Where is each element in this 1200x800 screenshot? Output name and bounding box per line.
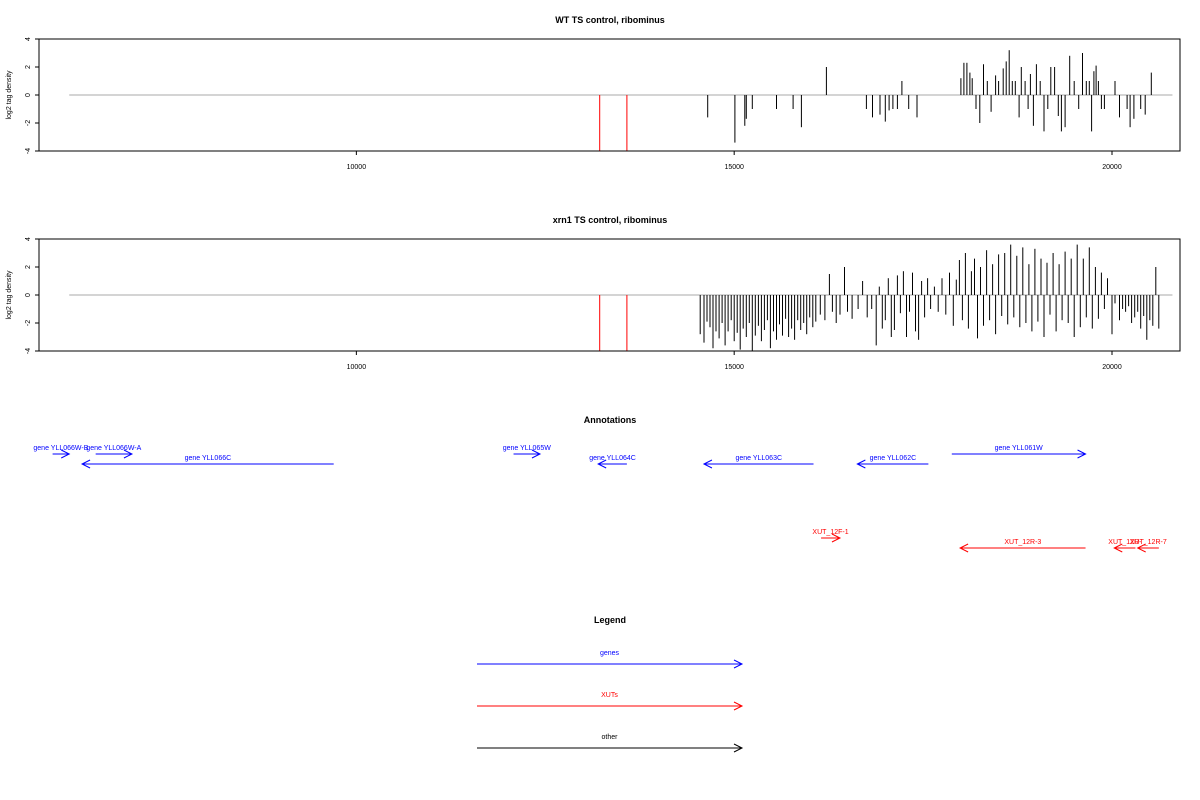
annotation-arrow-head-1	[123, 449, 134, 459]
wt-x-tick-label-2: 20000	[1102, 164, 1122, 171]
annotation-0: gene YLL066W-B	[33, 445, 89, 459]
annotation-arrow-head-3	[531, 449, 542, 459]
annotation-arrow-head-7	[1077, 449, 1087, 459]
wt-y-tick-label-1: -2	[25, 120, 32, 126]
xrn1-x-tick-label-2: 20000	[1102, 364, 1122, 371]
legend-arrow-head-0	[733, 659, 744, 669]
annotation-label-8: XUT_12F-1	[812, 529, 848, 536]
annotation-8: XUT_12F-1	[812, 529, 849, 543]
annotation-label-7: gene YLL061W	[995, 445, 1044, 452]
xrn1-chart-title: xrn1 TS control, ribominus	[553, 215, 668, 225]
annotation-label-6: gene YLL062C	[870, 455, 917, 462]
legend-arrow-head-1	[733, 701, 744, 711]
annotation-arrow-head-2	[80, 459, 91, 469]
legend-title: Legend	[594, 615, 626, 625]
xrn1-y-tick-label-1: -2	[25, 320, 32, 326]
annotation-arrow-head-10	[1113, 543, 1123, 553]
annotation-label-10: XUT_12R-	[1108, 539, 1142, 546]
annotation-label-0: gene YLL066W-B	[33, 445, 88, 452]
annotation-label-9: XUT_12R-3	[1004, 539, 1041, 546]
annotation-11: XUT_12R-7	[1130, 539, 1167, 553]
xrn1-track-panel: xrn1 TS control, ribominus -4 -2 0 2 4 log2 ta…	[6, 215, 1181, 371]
annotation-6: gene YLL062C	[856, 455, 929, 469]
xrn1-x-tick-label-0: 10000	[347, 364, 367, 371]
annotation-2: gene YLL066C	[80, 455, 334, 469]
wt-y-axis-label: log2 tag density	[6, 70, 13, 120]
wt-chart-title: WT TS control, ribominus	[555, 15, 665, 25]
xrn1-x-tick-label-1: 15000	[724, 364, 744, 371]
xrn1-y-tick-label-3: 2	[25, 265, 32, 269]
legend-items: genes XUTs other	[477, 650, 744, 753]
legend-label-1: XUTs	[601, 692, 618, 699]
annotation-arrow-head-8	[831, 533, 842, 543]
xrn1-y-axis-label: log2 tag density	[6, 270, 13, 320]
annotation-arrow-head-11	[1136, 543, 1146, 553]
xrn1-y-tick-label-4: 4	[25, 237, 32, 241]
wt-track-panel: WT TS control, ribominus -4 -2 0 2 4 log2 tag …	[6, 15, 1181, 171]
legend-arrow-head-2	[733, 743, 744, 753]
xrn1-y-tick-label-0: -4	[25, 348, 32, 354]
annotation-label-4: gene YLL064C	[589, 455, 636, 462]
wt-x-tick-label-0: 10000	[347, 164, 367, 171]
wt-x-tick-label-1: 15000	[724, 164, 744, 171]
annotation-5: gene YLL063C	[702, 455, 814, 469]
annotation-label-5: gene YLL063C	[735, 455, 782, 462]
wt-y-tick-label-0: -4	[25, 148, 32, 154]
annotation-1: gene YLL066W-A	[86, 445, 142, 459]
annotation-7: gene YLL061W	[951, 445, 1087, 459]
wt-y-tick-label-2: 0	[25, 93, 32, 97]
annotation-arrow-head-5	[702, 459, 713, 469]
annotation-arrow-head-0	[61, 449, 71, 459]
annotations-title: Annotations	[584, 415, 637, 425]
annotation-9: XUT_12R-3	[958, 539, 1086, 553]
legend-label-2: other	[602, 734, 619, 741]
annotation-4: gene YLL064C	[589, 455, 636, 469]
wt-y-tick-label-3: 2	[25, 65, 32, 69]
annotation-arrow-head-4	[597, 459, 607, 469]
legend-item-2: other	[477, 734, 744, 753]
wt-y-tick-label-4: 4	[25, 37, 32, 41]
annotation-10: XUT_12R-	[1108, 539, 1142, 553]
legend-item-1: XUTs	[477, 692, 744, 711]
annotation-label-1: gene YLL066W-A	[86, 445, 141, 452]
legend-panel: Legend genes XUTs other	[477, 615, 744, 753]
annotation-label-2: gene YLL066C	[185, 455, 232, 462]
annotation-3: gene YLL065W	[503, 445, 552, 459]
legend-item-0: genes	[477, 650, 744, 669]
annotation-arrow-head-6	[856, 459, 866, 469]
annotation-arrow-head-9	[958, 543, 969, 553]
legend-label-0: genes	[600, 650, 620, 657]
annotation-label-11: XUT_12R-7	[1130, 539, 1167, 546]
xrn1-y-tick-label-2: 0	[25, 293, 32, 297]
annotation-label-3: gene YLL065W	[503, 445, 552, 452]
